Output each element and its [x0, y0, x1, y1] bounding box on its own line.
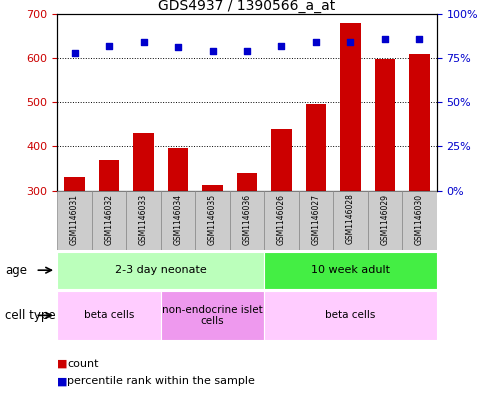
Bar — [230, 191, 264, 250]
Point — [277, 42, 285, 49]
Text: 10 week adult: 10 week adult — [311, 265, 390, 275]
Point — [140, 39, 148, 45]
Bar — [340, 22, 361, 191]
Text: beta cells: beta cells — [325, 310, 376, 320]
Text: GSM1146026: GSM1146026 — [277, 193, 286, 244]
Text: ■: ■ — [57, 376, 68, 386]
Bar — [92, 191, 126, 250]
Bar — [168, 148, 189, 191]
Bar — [375, 59, 395, 191]
Bar — [64, 177, 85, 191]
Point — [415, 35, 423, 42]
Bar — [57, 191, 92, 250]
Text: GSM1146035: GSM1146035 — [208, 193, 217, 245]
Text: GSM1146033: GSM1146033 — [139, 193, 148, 245]
Bar — [202, 185, 223, 191]
Text: GSM1146032: GSM1146032 — [105, 193, 114, 244]
Bar — [368, 191, 402, 250]
Text: GSM1146034: GSM1146034 — [174, 193, 183, 245]
Text: GSM1146029: GSM1146029 — [380, 193, 389, 244]
Text: age: age — [5, 264, 27, 277]
Text: ■: ■ — [57, 358, 68, 369]
Bar — [237, 173, 257, 191]
Text: beta cells: beta cells — [84, 310, 134, 320]
Point — [312, 39, 320, 45]
Point — [243, 48, 251, 54]
Text: GSM1146036: GSM1146036 — [243, 193, 251, 245]
Bar — [133, 133, 154, 191]
Bar — [57, 291, 161, 340]
Bar — [195, 191, 230, 250]
Bar — [99, 160, 119, 191]
Bar — [333, 191, 368, 250]
Bar — [402, 191, 437, 250]
Text: count: count — [67, 358, 99, 369]
Point — [381, 35, 389, 42]
Text: GSM1146030: GSM1146030 — [415, 193, 424, 245]
Bar — [299, 191, 333, 250]
Bar — [271, 129, 292, 191]
Bar — [264, 252, 437, 289]
Point — [346, 39, 354, 45]
Bar — [161, 191, 195, 250]
Text: non-endocrine islet
cells: non-endocrine islet cells — [162, 305, 263, 326]
Text: percentile rank within the sample: percentile rank within the sample — [67, 376, 255, 386]
Bar — [305, 103, 326, 191]
Bar — [264, 191, 299, 250]
Point — [71, 50, 79, 56]
Text: GSM1146031: GSM1146031 — [70, 193, 79, 244]
Point — [174, 44, 182, 50]
Text: GSM1146028: GSM1146028 — [346, 193, 355, 244]
Point — [105, 42, 113, 49]
Text: 2-3 day neonate: 2-3 day neonate — [115, 265, 207, 275]
Bar — [57, 252, 264, 289]
Text: cell type: cell type — [5, 309, 55, 322]
Point — [209, 48, 217, 54]
Bar — [161, 291, 264, 340]
Bar — [409, 53, 430, 191]
Title: GDS4937 / 1390566_a_at: GDS4937 / 1390566_a_at — [158, 0, 336, 13]
Text: GSM1146027: GSM1146027 — [311, 193, 320, 244]
Bar — [126, 191, 161, 250]
Bar — [264, 291, 437, 340]
